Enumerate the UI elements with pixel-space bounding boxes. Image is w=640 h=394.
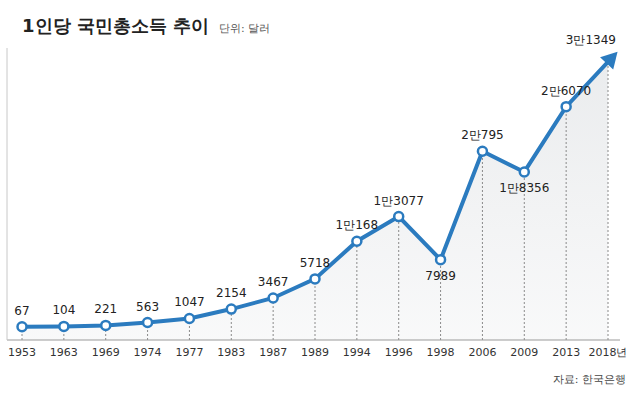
html-text:단위: 달러: 단위: 달러	[219, 22, 271, 35]
svg-text:3467: 3467	[258, 275, 289, 289]
svg-text:7989: 7989	[425, 269, 456, 283]
svg-text:1989: 1989	[301, 346, 329, 359]
svg-text:1998: 1998	[427, 346, 455, 359]
svg-text:104: 104	[52, 303, 75, 317]
svg-text:2013: 2013	[552, 346, 580, 359]
svg-text:2009: 2009	[510, 346, 538, 359]
svg-text:221: 221	[94, 302, 117, 316]
svg-text:1987: 1987	[259, 346, 287, 359]
svg-text:1977: 1977	[175, 346, 203, 359]
html-text:1인당 국민총소득 추이: 1인당 국민총소득 추이	[22, 15, 210, 36]
svg-text:1953: 1953	[8, 346, 36, 359]
svg-text:563: 563	[136, 300, 159, 314]
svg-text:3만1349: 3만1349	[566, 33, 616, 47]
svg-text:1996: 1996	[385, 346, 413, 359]
svg-text:2018년: 2018년	[589, 346, 628, 359]
svg-text:1969: 1969	[92, 346, 120, 359]
svg-text:1만168: 1만168	[336, 218, 379, 232]
svg-text:2만795: 2만795	[461, 128, 504, 142]
html-text:자료: 한국은행: 자료: 한국은행	[552, 373, 626, 386]
svg-text:1983: 1983	[217, 346, 245, 359]
svg-text:2006: 2006	[468, 346, 496, 359]
svg-text:67: 67	[14, 304, 29, 318]
svg-text:1994: 1994	[343, 346, 371, 359]
svg-text:1만3077: 1만3077	[374, 194, 424, 208]
svg-text:1974: 1974	[134, 346, 162, 359]
svg-text:1963: 1963	[50, 346, 78, 359]
svg-text:2만6070: 2만6070	[541, 84, 591, 98]
svg-text:2154: 2154	[216, 286, 247, 300]
svg-text:5718: 5718	[300, 256, 331, 270]
svg-text:1만8356: 1만8356	[499, 181, 549, 195]
svg-text:1047: 1047	[174, 295, 205, 309]
